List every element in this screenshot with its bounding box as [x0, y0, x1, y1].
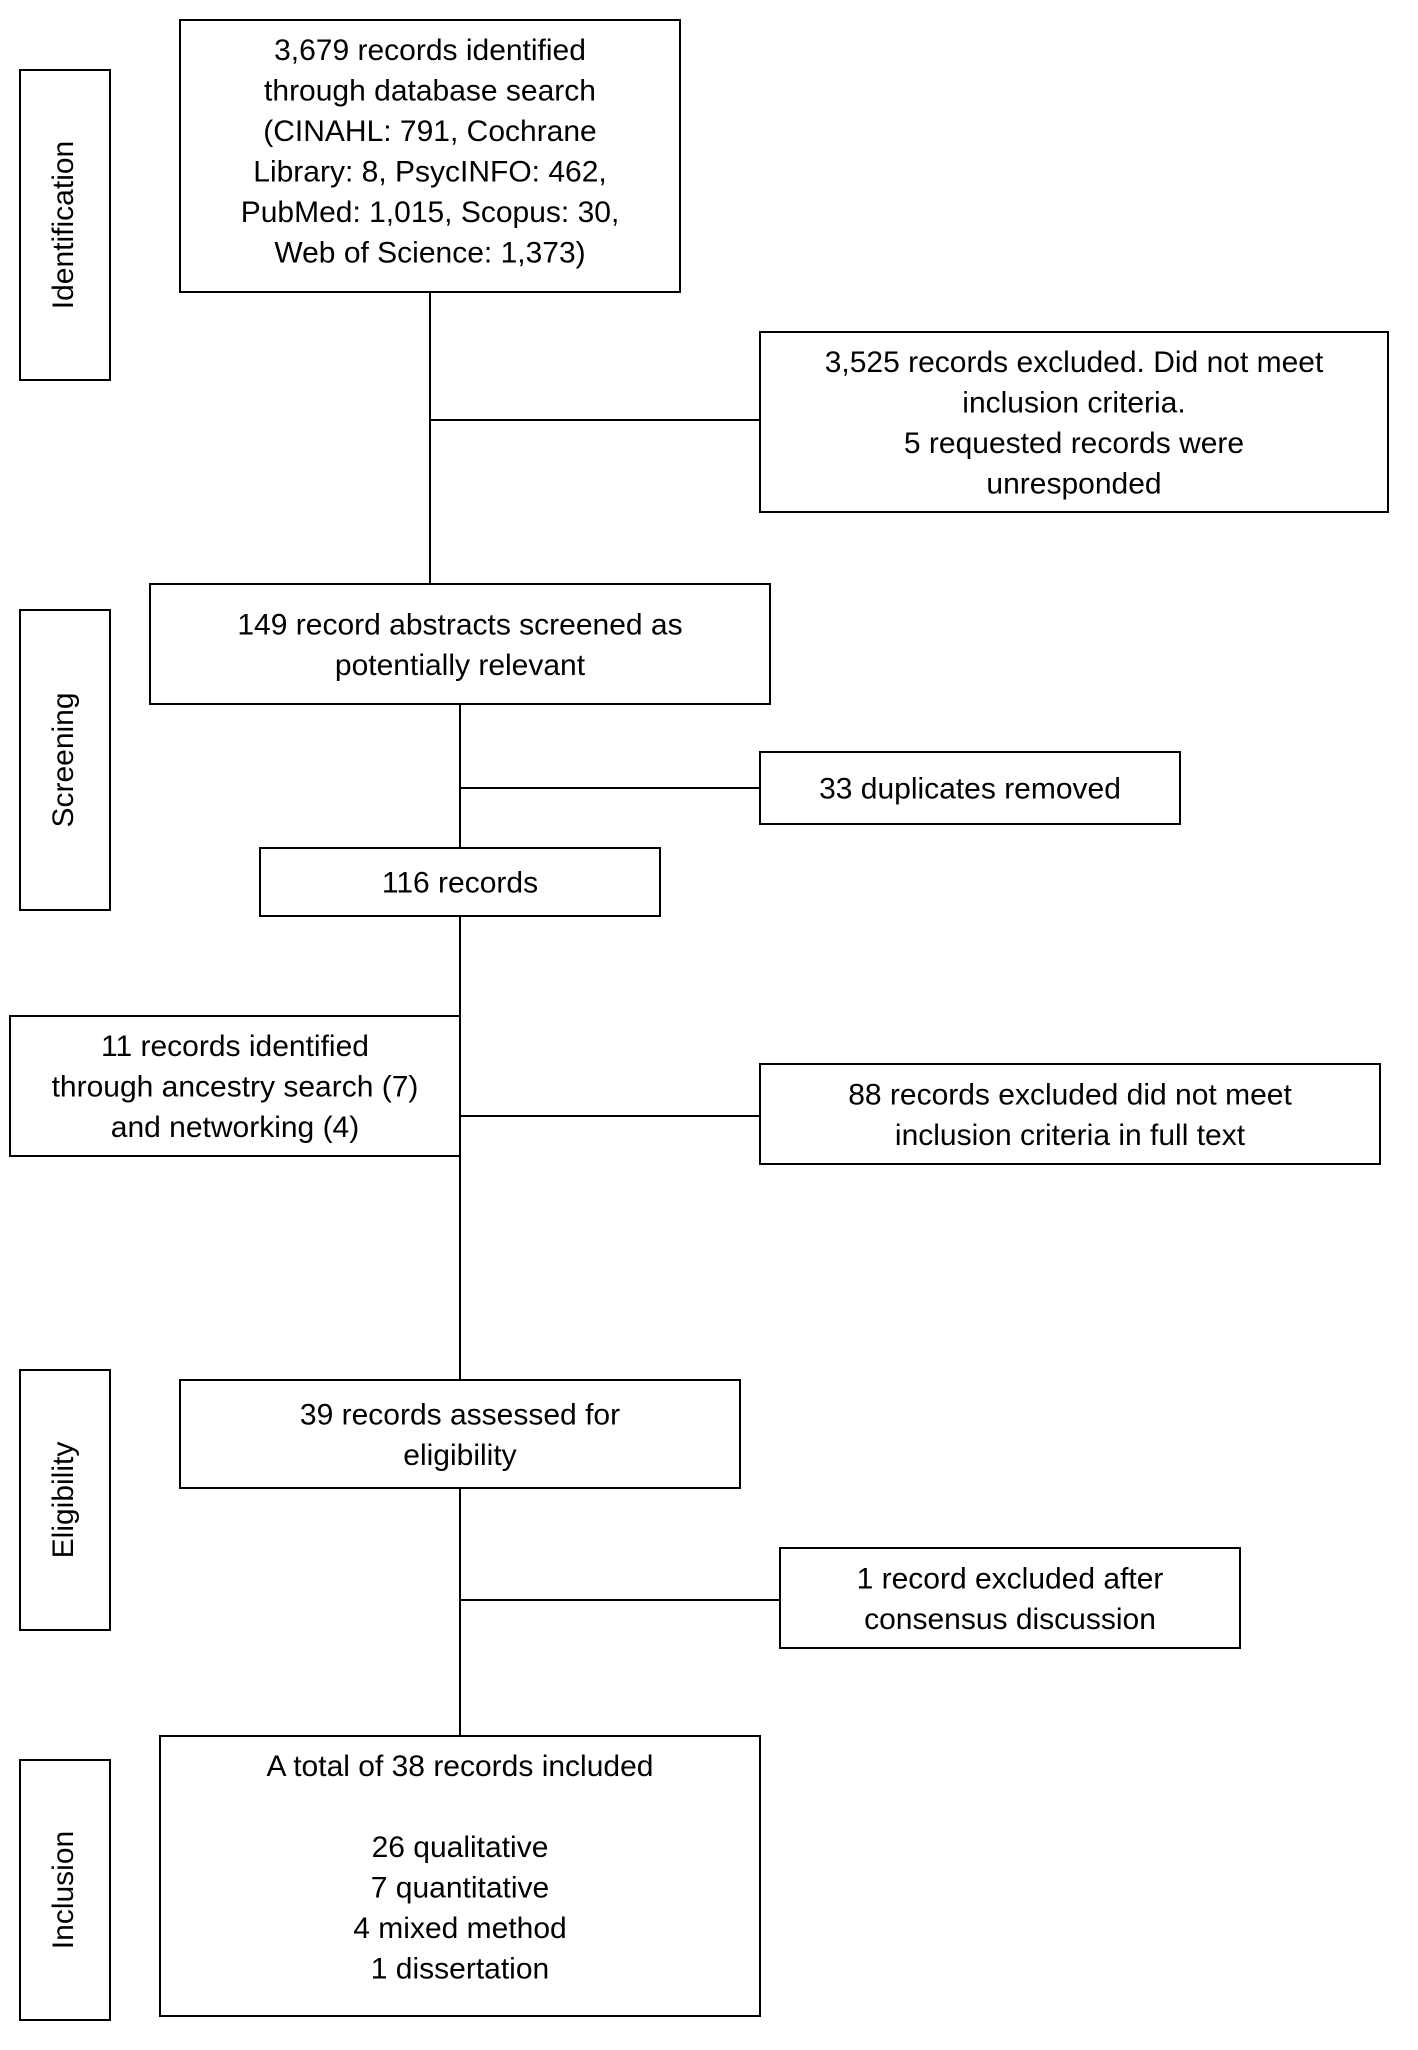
phase-label-screening: Screening: [47, 692, 80, 827]
phase-label-eligibility: Eligibility: [47, 1442, 80, 1559]
box-records-eligibility: [180, 1380, 740, 1488]
text-duplicates-removed: 33 duplicates removed: [819, 773, 1121, 806]
box-abstracts-screened: [150, 584, 770, 704]
phase-label-inclusion: Inclusion: [47, 1831, 80, 1949]
prisma-flowchart: Identification Screening Eligibility Inclus…: [0, 0, 1418, 2050]
phase-label-identification: Identification: [47, 141, 80, 309]
text-records-116: 116 records: [382, 867, 538, 900]
